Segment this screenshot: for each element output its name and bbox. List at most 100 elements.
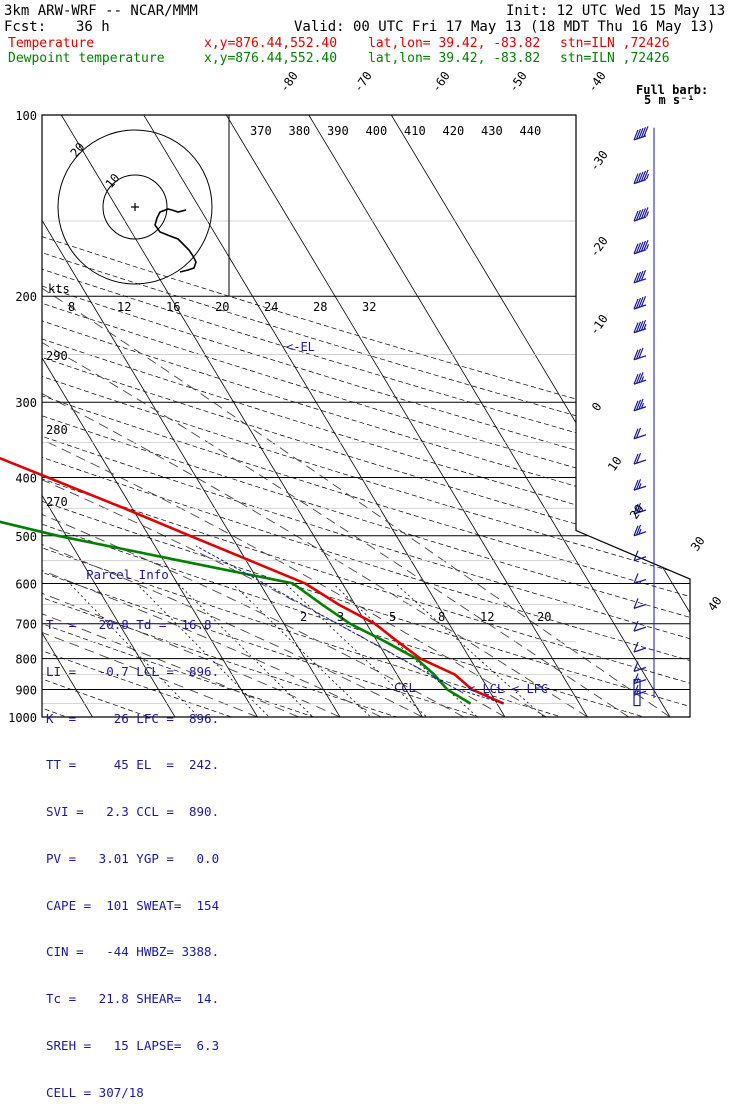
wind-barb-half bbox=[638, 483, 642, 489]
wind-barb-flag bbox=[633, 349, 639, 360]
dry-adiabat-line bbox=[42, 115, 688, 717]
moist-adiabat-line bbox=[42, 268, 547, 717]
wind-barb-flag bbox=[635, 128, 642, 140]
parcel-row: LI = -0.7 LCL = 896. bbox=[46, 663, 220, 679]
hodograph-ring-20 bbox=[57, 129, 213, 285]
wind-barb-staff bbox=[633, 304, 647, 310]
pressure-tick-label: 100 bbox=[15, 109, 37, 123]
moist-adiabat-line bbox=[42, 268, 465, 717]
wind-barb-flag bbox=[633, 210, 639, 222]
wind-barb-flag bbox=[635, 209, 642, 221]
temperature-tick-label: -30 bbox=[587, 148, 611, 174]
wind-barb-staff bbox=[633, 249, 647, 255]
wind-barb-staff bbox=[633, 379, 647, 385]
wind-barb-half bbox=[638, 506, 642, 513]
hodograph-center bbox=[131, 203, 139, 211]
wind-barb-flag bbox=[633, 428, 639, 439]
pressure-tick-label: 800 bbox=[15, 653, 37, 667]
wind-barb bbox=[633, 641, 647, 653]
wind-barb-flag bbox=[633, 298, 639, 310]
wind-barb-flag bbox=[635, 452, 642, 464]
temperature-tick-label: 20 bbox=[627, 502, 647, 522]
wind-barb-staff bbox=[633, 485, 647, 491]
wind-barb-flag bbox=[633, 129, 639, 141]
forecast-label: Fcst: bbox=[4, 19, 47, 35]
mixing-ratio-line bbox=[395, 583, 559, 717]
wind-barb-flag bbox=[633, 479, 639, 491]
hodo-ring-label-20: 20 bbox=[68, 140, 88, 160]
wind-barb-flag bbox=[633, 453, 639, 465]
model-title: 3km ARW-WRF -- NCAR/MMM bbox=[4, 3, 198, 19]
parcel-info-title: Parcel Info bbox=[86, 567, 169, 583]
wind-barb-flag bbox=[638, 372, 644, 383]
temperature-tick-label: -10 bbox=[587, 312, 611, 338]
wind-barb-flag bbox=[638, 241, 644, 253]
temperature-tick-label: -80 bbox=[277, 69, 301, 95]
wind-barb-flag bbox=[638, 270, 644, 282]
wind-barb-flag bbox=[635, 271, 642, 283]
wind-barb-flag bbox=[635, 479, 642, 490]
wind-barb bbox=[633, 169, 650, 185]
wind-barb-flag bbox=[633, 503, 639, 515]
temperature-tick-label: 10 bbox=[605, 454, 625, 474]
wind-barb bbox=[633, 598, 647, 609]
mixing-ratio-line bbox=[177, 583, 327, 717]
forecast-hour: 36 h bbox=[76, 19, 110, 35]
wind-barb bbox=[633, 620, 647, 632]
temperature-line bbox=[0, 456, 505, 705]
wind-barb bbox=[633, 661, 647, 673]
wind-barb bbox=[633, 372, 647, 385]
theta-label: 370 bbox=[250, 124, 272, 138]
lcl-label: <-LCL bbox=[468, 682, 504, 696]
pressure-tick-label: 500 bbox=[15, 530, 37, 544]
mixing-ratio-label: 20 bbox=[537, 610, 551, 624]
wind-barb-flag bbox=[633, 243, 639, 254]
wind-barb-half bbox=[640, 376, 645, 382]
pressure-tick-label: 600 bbox=[15, 577, 37, 591]
parcel-row: SREH = 15 LAPSE= 6.3 bbox=[46, 1038, 220, 1053]
wind-barb bbox=[633, 207, 650, 222]
theta-label: 440 bbox=[520, 124, 542, 138]
wind-barb-flag bbox=[633, 173, 639, 184]
wind-barb bbox=[633, 550, 647, 562]
wind-barb-half bbox=[640, 402, 645, 409]
parcel-row: Tc = 21.8 SHEAR= 14. bbox=[46, 991, 220, 1007]
wind-barb-staff bbox=[633, 666, 647, 673]
hodograph-units: kts bbox=[48, 282, 70, 296]
parcel-row: K = 26 LFC = 896. bbox=[46, 710, 220, 726]
wind-barb bbox=[633, 524, 647, 537]
mixing-ratio-label: 3 bbox=[337, 610, 344, 624]
dry-adiabat-line bbox=[0, 115, 18, 730]
wind-barb-flag bbox=[633, 598, 639, 609]
pressure-tick-label: 700 bbox=[15, 618, 37, 632]
hodograph-ring-10 bbox=[102, 174, 168, 240]
parcel-row: PV = 3.01 YGP = 0.0 bbox=[46, 850, 220, 866]
moist-adiabat-line bbox=[42, 268, 299, 717]
barb-legend-line1: Full barb: bbox=[636, 83, 708, 97]
wind-barb-staff bbox=[633, 328, 647, 334]
theta-label: 410 bbox=[404, 124, 426, 138]
wind-barb bbox=[633, 296, 647, 310]
theta-label-low: 270 bbox=[46, 495, 68, 509]
wind-barb-flag bbox=[640, 296, 647, 307]
wind-barb bbox=[633, 479, 647, 491]
pressure-tick-label: 900 bbox=[15, 683, 37, 697]
wind-barb bbox=[633, 452, 647, 465]
dry-adiabat-line bbox=[42, 115, 690, 717]
wind-barb bbox=[633, 427, 647, 440]
wind-barb-half bbox=[643, 323, 647, 330]
pressure-tick-label: 400 bbox=[15, 471, 37, 485]
wind-barb-flag bbox=[638, 347, 644, 359]
wind-barb-staff bbox=[633, 406, 647, 412]
wind-barb-flag bbox=[643, 169, 649, 181]
moist-adiabat-line bbox=[42, 268, 423, 717]
wind-barb-flag bbox=[635, 348, 642, 360]
wind-barb bbox=[633, 239, 650, 255]
el-label: <-EL bbox=[286, 340, 315, 354]
wind-barb-flag bbox=[633, 550, 639, 561]
parcel-row: CIN = -44 HWBZ= 3388. bbox=[46, 944, 220, 960]
isotherm-line bbox=[308, 115, 678, 717]
wind-barb-staff bbox=[633, 216, 647, 222]
dewpoint-line bbox=[0, 520, 472, 705]
